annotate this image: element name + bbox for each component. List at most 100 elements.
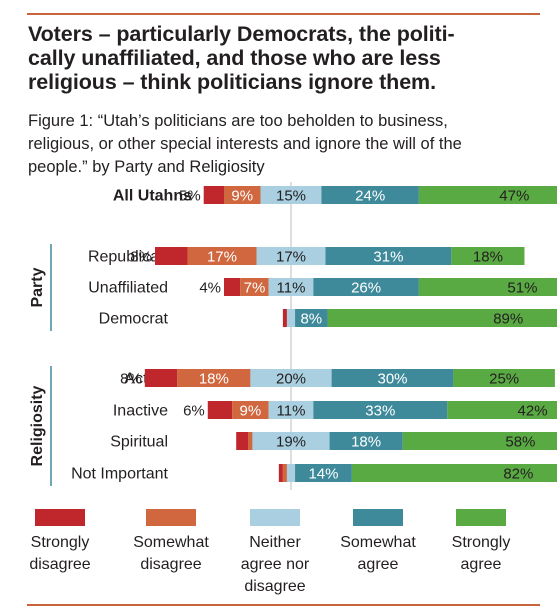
legend-label-line: agree	[357, 556, 399, 573]
bar-segment-neither-agree-nor-disagree	[260, 186, 322, 204]
legend-item-strongly-disagree: Strongly disagree	[0, 506, 120, 576]
data-label: 6%	[183, 403, 205, 420]
chart-title-line: religious – think politicians ignore the…	[28, 70, 436, 94]
bar-segment-strongly-agree	[418, 278, 557, 296]
legend-label: Somewhat agree	[318, 532, 438, 576]
data-label: 31%	[373, 249, 403, 266]
top-rule	[27, 13, 540, 15]
bar-segment-strongly-disagree	[282, 309, 287, 327]
data-label: 14%	[308, 466, 338, 483]
data-label: 82%	[503, 466, 533, 483]
bar-segment-strongly-disagree	[144, 369, 178, 387]
legend-label: Strongly agree	[421, 532, 541, 576]
group-label-party: Party	[29, 267, 46, 307]
bar-segment-somewhat-agree	[321, 186, 419, 204]
data-label: 17%	[276, 249, 306, 266]
bar-segment-strongly-agree	[327, 309, 557, 327]
legend-label: Somewhat disagree	[111, 532, 231, 576]
legend: Strongly disagree Somewhat disagree Neit…	[0, 506, 557, 596]
data-label: 20%	[276, 371, 306, 388]
data-label: 5%	[179, 188, 201, 205]
legend-item-strongly-agree: Strongly agree	[421, 506, 541, 576]
data-label: 18%	[199, 371, 229, 388]
bar-segment-neither-agree-nor-disagree	[268, 401, 314, 419]
data-label: 25%	[489, 371, 519, 388]
bar-segment-neither-agree-nor-disagree	[252, 432, 330, 450]
data-label: 15%	[276, 188, 306, 205]
bar-segment-somewhat-disagree	[232, 401, 269, 419]
data-label: 17%	[207, 249, 237, 266]
legend-label-line: agree nor	[240, 556, 310, 573]
bar-segment-somewhat-agree	[295, 309, 328, 327]
legend-label: Neither agree nor disagree	[215, 532, 335, 598]
bar-segment-strongly-disagree	[154, 247, 188, 265]
bar-segment-somewhat-disagree	[177, 369, 251, 387]
legend-swatch	[146, 509, 196, 526]
bar-segment-somewhat-disagree	[240, 278, 269, 296]
bar-segment-strongly-agree	[447, 401, 557, 419]
legend-label-line: disagree	[244, 578, 306, 595]
category-label: Not Important	[71, 466, 168, 483]
bottom-rule	[27, 604, 540, 606]
bar-segment-somewhat-agree	[329, 432, 403, 450]
chart-subtitle-line: people.” by Party and Religiosity	[28, 158, 265, 176]
legend-item-somewhat-agree: Somewhat agree	[318, 506, 438, 576]
bar-segment-strongly-disagree	[203, 186, 225, 204]
legend-label: Strongly disagree	[0, 532, 120, 576]
data-label: 8%	[130, 249, 152, 266]
category-label: Inactive	[113, 403, 168, 420]
chart-subtitle-line: religious, or other special interests an…	[28, 135, 462, 153]
category-label: Unaffiliated	[88, 280, 168, 297]
chart-title-line: Voters – particularly Democrats, the pol…	[28, 22, 455, 46]
bar-segment-somewhat-agree	[313, 278, 419, 296]
bar-segment-strongly-disagree	[207, 401, 233, 419]
bar-segment-neither-agree-nor-disagree	[256, 247, 326, 265]
data-label: 33%	[365, 403, 395, 420]
chart-subtitle-line: Figure 1: “Utah’s politicians are too be…	[28, 112, 448, 130]
chart-title: Voters – particularly Democrats, the pol…	[28, 22, 543, 94]
bar-segment-neither-agree-nor-disagree	[286, 464, 296, 482]
chart-subtitle: Figure 1: “Utah’s politicians are too be…	[28, 110, 543, 179]
legend-label-line: Strongly	[451, 534, 511, 551]
bar-segment-neither-agree-nor-disagree	[268, 278, 314, 296]
legend-swatch	[456, 509, 506, 526]
data-label: 11%	[277, 403, 306, 420]
legend-label-line: Strongly	[30, 534, 90, 551]
bar-segment-neither-agree-nor-disagree	[286, 309, 296, 327]
legend-swatch	[35, 509, 85, 526]
data-label: 51%	[507, 280, 537, 297]
data-label: 42%	[518, 403, 548, 420]
data-label: 9%	[240, 403, 262, 420]
legend-item-neither: Neither agree nor disagree	[215, 506, 335, 598]
legend-swatch	[250, 509, 300, 526]
data-label: 47%	[499, 188, 529, 205]
data-label: 58%	[505, 434, 535, 451]
data-label: 26%	[351, 280, 381, 297]
bar-segment-somewhat-disagree	[187, 247, 257, 265]
data-label: 18%	[473, 249, 503, 266]
bar-segment-somewhat-agree	[313, 401, 448, 419]
legend-label-line: disagree	[29, 556, 91, 573]
bar-segment-strongly-agree	[418, 186, 557, 204]
legend-swatch	[353, 509, 403, 526]
bar-segment-somewhat-agree	[331, 369, 454, 387]
legend-item-somewhat-disagree: Somewhat disagree	[111, 506, 231, 576]
data-label: 89%	[493, 311, 523, 328]
bar-segment-strongly-agree	[402, 432, 557, 450]
category-label: Democrat	[99, 311, 169, 328]
bar-segment-somewhat-disagree	[224, 186, 261, 204]
category-label: Spiritual	[110, 434, 168, 451]
legend-label-line: Somewhat	[133, 534, 209, 551]
chart-title-line: cally unaffiliated, and those who are le…	[28, 46, 441, 70]
bar-segment-neither-agree-nor-disagree	[250, 369, 332, 387]
category-label: All Utahns	[113, 188, 192, 205]
bar-segment-strongly-agree	[451, 247, 525, 265]
data-label: 8%	[300, 311, 322, 328]
bar-segment-strongly-disagree	[278, 464, 283, 482]
data-label: 7%	[244, 280, 266, 297]
data-label: 19%	[276, 434, 306, 451]
data-label: 30%	[377, 371, 407, 388]
bar-segment-strongly-disagree	[224, 278, 241, 296]
bar-segment-strongly-agree	[351, 464, 557, 482]
